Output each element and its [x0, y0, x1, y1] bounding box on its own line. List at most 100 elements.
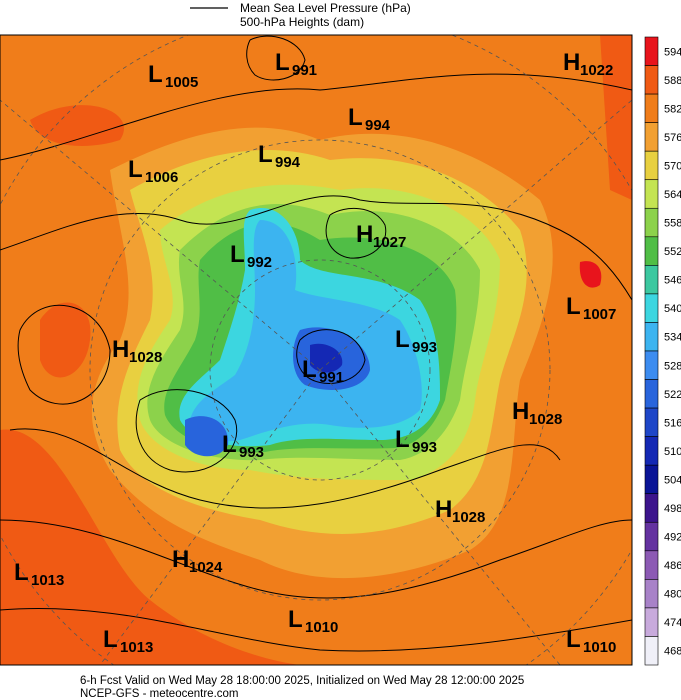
colorbar-label: 468: [664, 646, 681, 658]
colorbar-label: 522: [664, 389, 681, 401]
map-frame: [0, 34, 633, 666]
colorbar-swatch: [644, 179, 659, 209]
colorbar-label: 486: [664, 560, 681, 572]
height-contour-594: [579, 261, 602, 288]
center-type: L: [258, 141, 273, 168]
center-type: L: [566, 293, 581, 320]
center-type: H: [512, 398, 529, 425]
colorbar-label: 570: [664, 160, 681, 172]
height-contour-510: [310, 343, 343, 373]
colorbar-swatch: [644, 36, 659, 66]
colorbar-label: 582: [664, 103, 681, 115]
isobars: [0, 35, 632, 652]
center-type: L: [566, 626, 581, 653]
center-pressure: 1027: [373, 234, 406, 251]
height-contour-522: [185, 416, 229, 457]
colorbar-swatch: [644, 122, 659, 152]
colorbar-label: 558: [664, 218, 681, 230]
center-type: L: [288, 606, 303, 633]
footer-line-1: 6-h Fcst Valid on Wed May 28 18:00:00 20…: [80, 675, 524, 687]
colorbar-swatch: [644, 93, 659, 123]
colorbar: 594 588 582 576 570 564 558 552 546 540 534 528 522 5…: [644, 36, 681, 666]
warm-region: [0, 429, 300, 665]
legend-line-2: 500-hPa Heights (dam): [240, 15, 364, 29]
center-type: L: [395, 426, 410, 453]
colorbar-label: 552: [664, 246, 681, 258]
center-type: L: [148, 61, 163, 88]
center-type: L: [302, 356, 317, 383]
center-type: H: [356, 221, 373, 248]
warm-region: [30, 105, 124, 146]
center-type: L: [348, 104, 363, 131]
colorbar-label: 534: [664, 332, 681, 344]
center-pressure: 993: [239, 444, 264, 461]
colorbar-swatch: [644, 322, 659, 352]
center-pressure: 1013: [31, 572, 64, 589]
colorbar-label: 504: [664, 474, 681, 486]
colorbar-swatch: [644, 464, 659, 495]
center-pressure: 1010: [305, 619, 338, 636]
center-type: L: [275, 49, 290, 76]
colorbar-label: 594: [664, 46, 681, 58]
center-pressure: 1010: [583, 639, 616, 656]
center-pressure: 1028: [129, 349, 162, 366]
center-pressure: 992: [247, 254, 272, 271]
center-pressure: 991: [319, 369, 344, 386]
colorbar-swatch: [644, 65, 659, 95]
colorbar-label: 528: [664, 360, 681, 372]
center-pressure: 1024: [189, 559, 223, 576]
colorbar-label: 576: [664, 132, 681, 144]
center-pressure: 1022: [580, 62, 613, 79]
warm-region: [600, 35, 632, 200]
colorbar-swatch: [644, 636, 659, 666]
colorbar-label: 480: [664, 589, 681, 601]
center-pressure: 1005: [165, 74, 198, 91]
center-type: L: [14, 559, 29, 586]
colorbar-label: 516: [664, 417, 681, 429]
center-type: L: [395, 326, 410, 353]
colorbar-swatch: [644, 550, 659, 580]
colorbar-label: 588: [664, 75, 681, 87]
colorbar-label: 540: [664, 303, 681, 315]
colorbar-swatch: [644, 521, 659, 552]
colorbar-swatch: [644, 293, 659, 323]
center-type: L: [103, 626, 118, 653]
colorbar-swatch: [644, 236, 659, 266]
colorbar-swatch: [644, 493, 659, 523]
center-pressure: 1013: [120, 639, 153, 656]
center-type: H: [563, 49, 580, 76]
graticule: [0, 35, 632, 665]
center-pressure: 993: [412, 339, 437, 356]
center-type: H: [172, 546, 189, 573]
colorbar-label: 564: [664, 189, 681, 201]
colorbar-swatch: [644, 436, 659, 466]
colorbar-label: 510: [664, 446, 681, 458]
center-pressure: 994: [275, 154, 301, 171]
center-type: L: [222, 431, 237, 458]
colorbar-swatch: [644, 607, 659, 637]
center-type: L: [230, 241, 245, 268]
center-pressure: 1006: [145, 169, 178, 186]
center-pressure: 993: [412, 439, 437, 456]
legend-line-1: Mean Sea Level Pressure (hPa): [240, 1, 411, 15]
colorbar-swatch: [644, 150, 659, 181]
colorbar-label: 492: [664, 532, 681, 544]
colorbar-label: 546: [664, 275, 681, 287]
center-pressure: 994: [365, 117, 391, 134]
colorbar-label: 498: [664, 503, 681, 515]
colorbar-label: 474: [664, 617, 681, 629]
colorbar-swatch: [644, 407, 659, 437]
center-pressure: 1028: [452, 509, 485, 526]
colorbar-swatch: [644, 379, 659, 409]
center-type: L: [128, 156, 143, 183]
center-type: H: [435, 496, 452, 523]
warm-region: [40, 302, 91, 378]
center-type: H: [112, 336, 129, 363]
colorbar-swatch: [644, 265, 659, 295]
map: [0, 34, 633, 666]
colorbar-swatch: [644, 350, 659, 380]
footer-line-2: NCEP-GFS - meteocentre.com: [80, 688, 238, 700]
colorbar-swatch: [644, 579, 659, 609]
